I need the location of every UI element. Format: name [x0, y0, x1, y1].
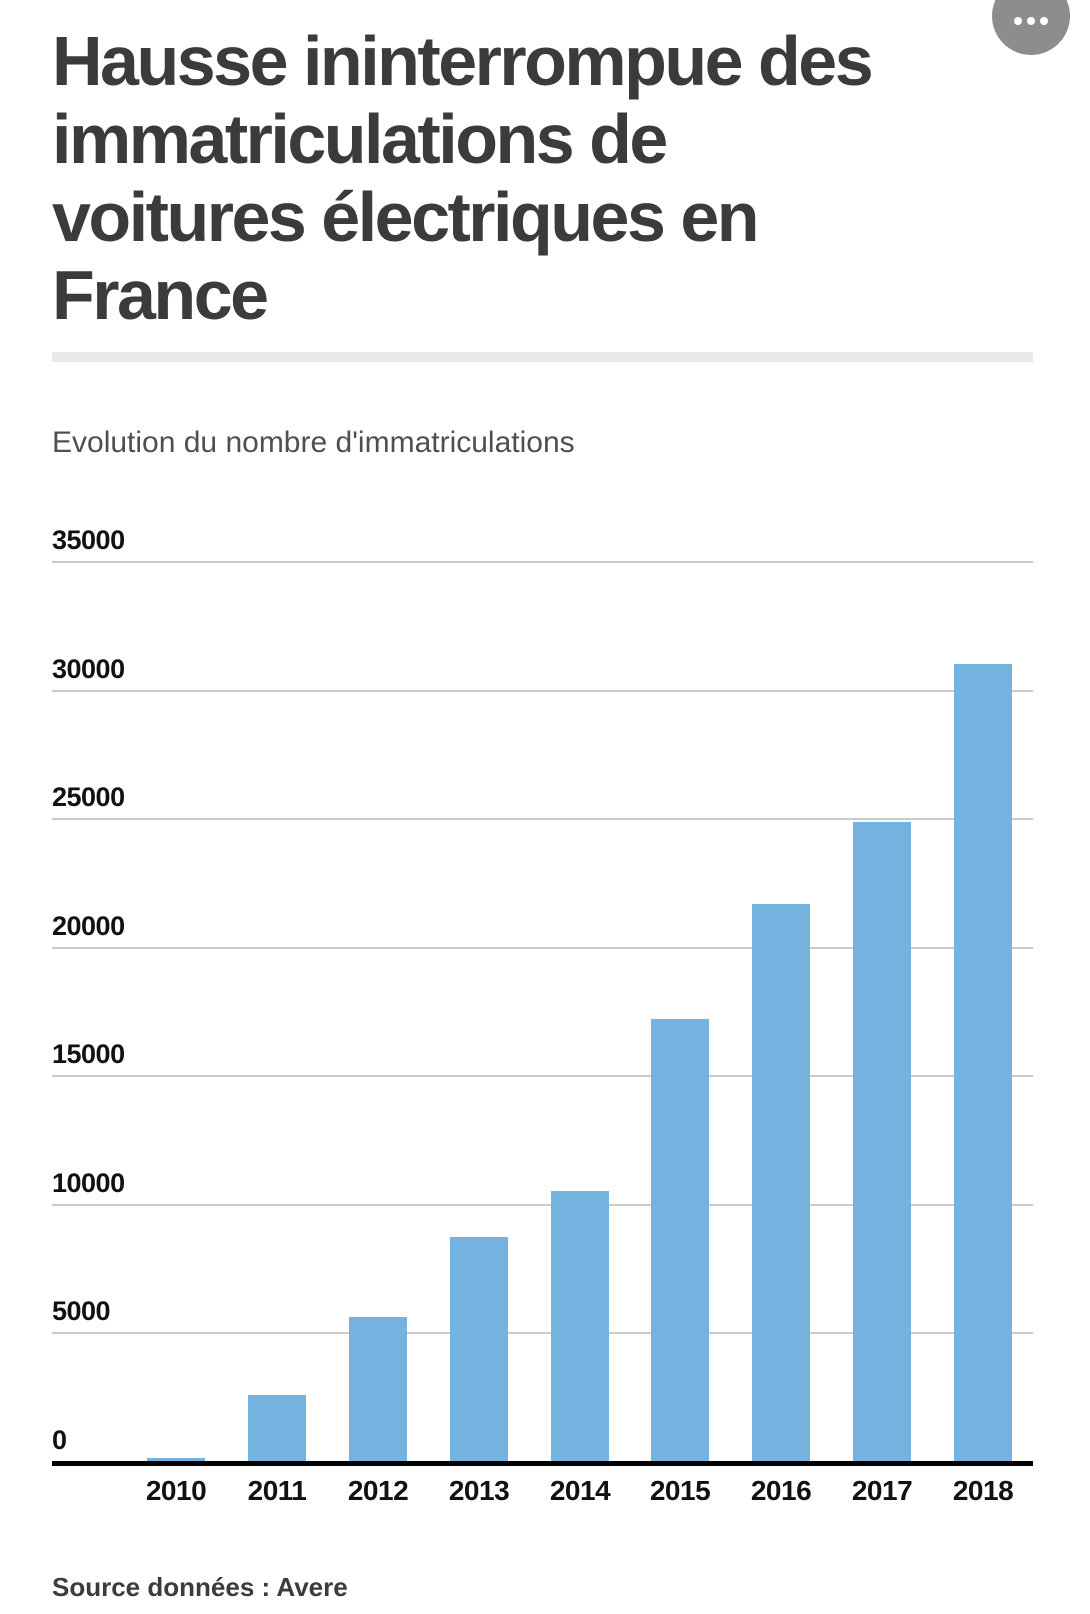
page-title: Hausse ininterrompue des immatriculation… — [52, 22, 874, 334]
x-axis-tick-label: 2011 — [247, 1475, 307, 1506]
bar-2010 — [147, 1458, 205, 1463]
x-axis-tick-label: 2017 — [851, 1475, 913, 1506]
y-axis-tick-label: 35000 — [52, 525, 125, 555]
x-axis-tick-label: 2018 — [952, 1475, 1014, 1506]
bar-2018 — [954, 664, 1012, 1463]
x-axis-tick-label: 2012 — [347, 1475, 409, 1506]
gridline — [52, 1332, 1033, 1334]
x-axis-tick-label: 2010 — [145, 1475, 207, 1506]
x-axis-tick-label: 2014 — [549, 1475, 611, 1506]
page-title-line: immatriculations de — [52, 100, 668, 178]
x-axis-line — [52, 1461, 1033, 1466]
y-axis-tick-label: 15000 — [52, 1039, 125, 1069]
ellipsis-icon — [1014, 17, 1048, 25]
x-axis-tick-label: 2015 — [649, 1475, 711, 1506]
y-axis-tick-label: 5000 — [52, 1296, 111, 1326]
gridline — [52, 1204, 1033, 1206]
x-axis-tick-label: 2013 — [448, 1475, 510, 1506]
gridline — [52, 561, 1033, 563]
y-axis-tick-label: 20000 — [52, 911, 125, 941]
bar-2013 — [450, 1237, 508, 1463]
y-axis-tick-label: 0 — [52, 1425, 67, 1455]
x-axis-tick-label: 2016 — [750, 1475, 812, 1506]
ellipsis-menu-button[interactable] — [992, 0, 1070, 55]
bar-2015 — [651, 1019, 709, 1463]
source-note: Source données : Avere — [52, 1572, 348, 1602]
y-axis-tick-label: 30000 — [52, 654, 125, 684]
chart-subtitle: Evolution du nombre d'immatriculations — [52, 426, 575, 459]
page-title-line: voitures électriques en — [52, 178, 760, 256]
bar-2011 — [248, 1395, 306, 1463]
divider — [52, 352, 1033, 362]
bar-2016 — [752, 904, 810, 1463]
bar-2012 — [349, 1317, 407, 1463]
bar-2014 — [551, 1191, 609, 1463]
gridline — [52, 1075, 1033, 1077]
page-title-line: Hausse ininterrompue des — [52, 22, 874, 100]
y-axis-tick-label: 25000 — [52, 782, 125, 812]
gridline — [52, 818, 1033, 820]
page-title-line: France — [52, 256, 269, 334]
y-axis-tick-label: 10000 — [52, 1168, 125, 1198]
gridline — [52, 947, 1033, 949]
gridline — [52, 690, 1033, 692]
bar-2017 — [853, 822, 911, 1463]
